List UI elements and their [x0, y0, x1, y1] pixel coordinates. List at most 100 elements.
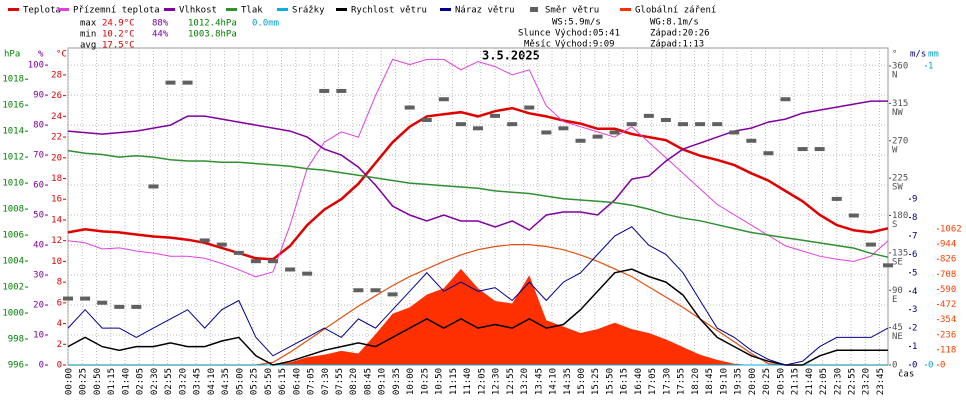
stat-value: 17.5°C [102, 41, 135, 51]
legend-label: Vlhkost [179, 6, 217, 16]
y-tick-label: 20 [51, 153, 62, 163]
legend-label: Srážky [292, 6, 325, 16]
direction-point [455, 122, 466, 127]
axis-unit: hPa [4, 50, 20, 60]
x-tick-label: 09:10 [378, 368, 388, 395]
x-tick-label: 13:20 [520, 368, 530, 395]
direction-point [712, 122, 723, 127]
y-tick-label: 14 [51, 215, 62, 225]
y-tick-label: 996 [8, 361, 24, 371]
direction-point [63, 296, 73, 301]
compass-label: S [892, 220, 897, 230]
x-tick-label: 07:55 [335, 368, 345, 395]
series-line [67, 149, 889, 258]
x-tick-label: 10:50 [435, 368, 445, 395]
series-line [67, 226, 889, 366]
x-tick-label: 20:50 [776, 368, 786, 395]
x-tick-label: 02:05 [136, 368, 146, 395]
compass-label: W [892, 145, 898, 155]
direction-point [387, 292, 398, 297]
y-tick-label: 0 [892, 361, 897, 371]
direction-point [233, 250, 244, 255]
direction-point [746, 138, 757, 143]
direction-point [216, 242, 227, 247]
x-tick-label: 16:40 [634, 368, 644, 395]
stat-label: avg [80, 41, 96, 51]
y-tick-label: 826 [940, 255, 956, 265]
y-tick-label: 1010 [2, 179, 24, 189]
x-tick-label: 19:10 [719, 368, 729, 395]
info-text: Západ:20:26 [650, 29, 710, 39]
x-tick-label: 14:35 [563, 368, 573, 395]
x-tick-label: 15:50 [605, 368, 615, 395]
y-tick-label: 998 [8, 335, 24, 345]
y-tick-label: 1062 [940, 224, 962, 234]
x-tick-label: 13:45 [534, 368, 544, 395]
legend-label: Náraz větru [455, 6, 515, 16]
y-tick-label: 0 [912, 361, 917, 371]
direction-point [250, 259, 261, 264]
chart-title: 3.5.2025 [482, 49, 540, 63]
y-tick-label: 1 [912, 342, 917, 352]
x-tick-label: 02:55 [164, 368, 174, 395]
x-tick-label: 16:15 [620, 368, 630, 395]
y-tick-label: 315 [892, 99, 908, 109]
legend-label: Přízemní teplota [73, 6, 160, 16]
x-tick-label: 12:55 [506, 368, 516, 395]
direction-point [626, 122, 637, 127]
y-tick-label: 80 [33, 121, 44, 131]
y-tick-label: 20 [33, 301, 44, 311]
x-tick-label: 08:20 [349, 368, 359, 395]
x-tick-label: 21:15 [791, 368, 801, 395]
x-tick-label: 01:15 [107, 368, 117, 395]
legend-label: Tlak [241, 6, 263, 16]
direction-point [336, 88, 347, 93]
x-tick-label: 14:10 [549, 368, 559, 395]
x-tick-label: 20:25 [762, 368, 772, 395]
direction-point [473, 126, 483, 131]
stat-value: 1012.4hPa [188, 19, 237, 29]
x-tick-label: 07:05 [307, 368, 317, 395]
legend-label: Směr větru [545, 6, 599, 16]
x-tick-label: 10:25 [420, 368, 430, 395]
direction-point [865, 242, 876, 247]
y-tick-label: 7 [912, 231, 917, 241]
stat-value: 24.9°C [102, 19, 135, 29]
direction-point [524, 105, 535, 110]
direction-point [643, 113, 654, 118]
info-text: WS:5.9m/s [552, 18, 601, 28]
x-tick-label: 20:00 [748, 368, 758, 395]
direction-point [114, 304, 125, 309]
y-tick-label: 3 [912, 305, 917, 315]
direction-point [182, 80, 193, 85]
y-tick-label: 40 [33, 241, 44, 251]
direction-point [199, 238, 210, 243]
x-tick-label: 23:20 [862, 368, 872, 395]
x-tick-label: 23:45 [876, 368, 886, 395]
y-tick-label: 70 [33, 151, 44, 161]
y-tick-label: 16 [51, 195, 62, 205]
x-tick-label: 17:55 [677, 368, 687, 395]
direction-point [797, 147, 808, 152]
x-tick-label: 00:50 [93, 368, 103, 395]
y-tick-label: 1008 [2, 205, 24, 215]
axis-unit: % [38, 50, 44, 60]
y-tick-label: 354 [940, 315, 956, 325]
y-tick-label: 8 [57, 278, 62, 288]
x-tick-label: 21:40 [805, 368, 815, 395]
axis-unit: m/s [910, 50, 926, 60]
y-tick-label: 708 [940, 270, 956, 280]
direction-point [490, 113, 501, 118]
direction-point [831, 196, 842, 201]
x-tick-label: 09:35 [392, 368, 402, 395]
x-tick-label: 22:05 [819, 368, 829, 395]
x-tick-label: 22:30 [833, 368, 843, 395]
direction-point [97, 300, 108, 305]
y-tick-label: 5 [912, 268, 917, 278]
y-tick-label: 24 [51, 112, 62, 122]
y-tick-label: 118 [940, 345, 956, 355]
x-axis-label: čas [898, 369, 914, 380]
x-tick-label: 04:10 [207, 368, 217, 395]
x-tick-label: 05:50 [264, 368, 274, 395]
y-tick-label: 12 [51, 236, 62, 246]
